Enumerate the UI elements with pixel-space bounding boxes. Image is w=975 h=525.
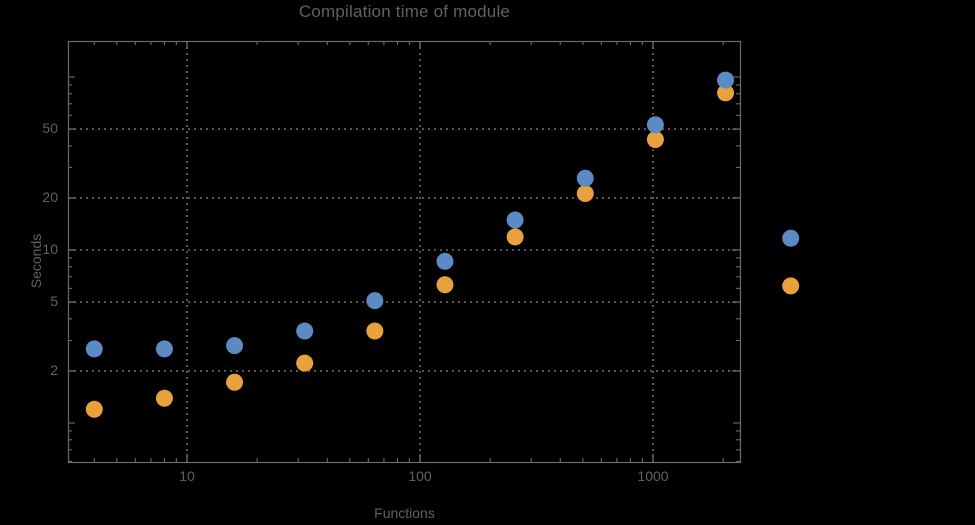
data-point xyxy=(436,276,454,294)
data-point xyxy=(296,322,314,340)
data-point xyxy=(646,131,664,149)
data-point xyxy=(155,389,173,407)
data-point xyxy=(366,292,384,310)
data-point xyxy=(717,84,735,102)
data-point xyxy=(85,340,103,358)
data-point xyxy=(646,116,664,134)
data-point xyxy=(155,340,173,358)
data-point xyxy=(506,228,524,246)
gridlines xyxy=(68,41,740,462)
axis-ticks xyxy=(68,41,740,462)
data-point xyxy=(576,169,594,187)
data-point xyxy=(226,337,244,355)
data-point xyxy=(782,277,800,295)
data-point xyxy=(226,373,244,391)
data-points-series-orange xyxy=(85,84,800,418)
data-point xyxy=(85,400,103,418)
data-point xyxy=(782,229,800,247)
data-point xyxy=(506,211,524,229)
data-point xyxy=(717,71,735,89)
data-point xyxy=(366,322,384,340)
data-point xyxy=(576,185,594,203)
data-points-series-blue xyxy=(85,71,800,358)
data-point xyxy=(296,354,314,372)
data-point xyxy=(436,252,454,270)
plot-frame xyxy=(67,40,742,464)
